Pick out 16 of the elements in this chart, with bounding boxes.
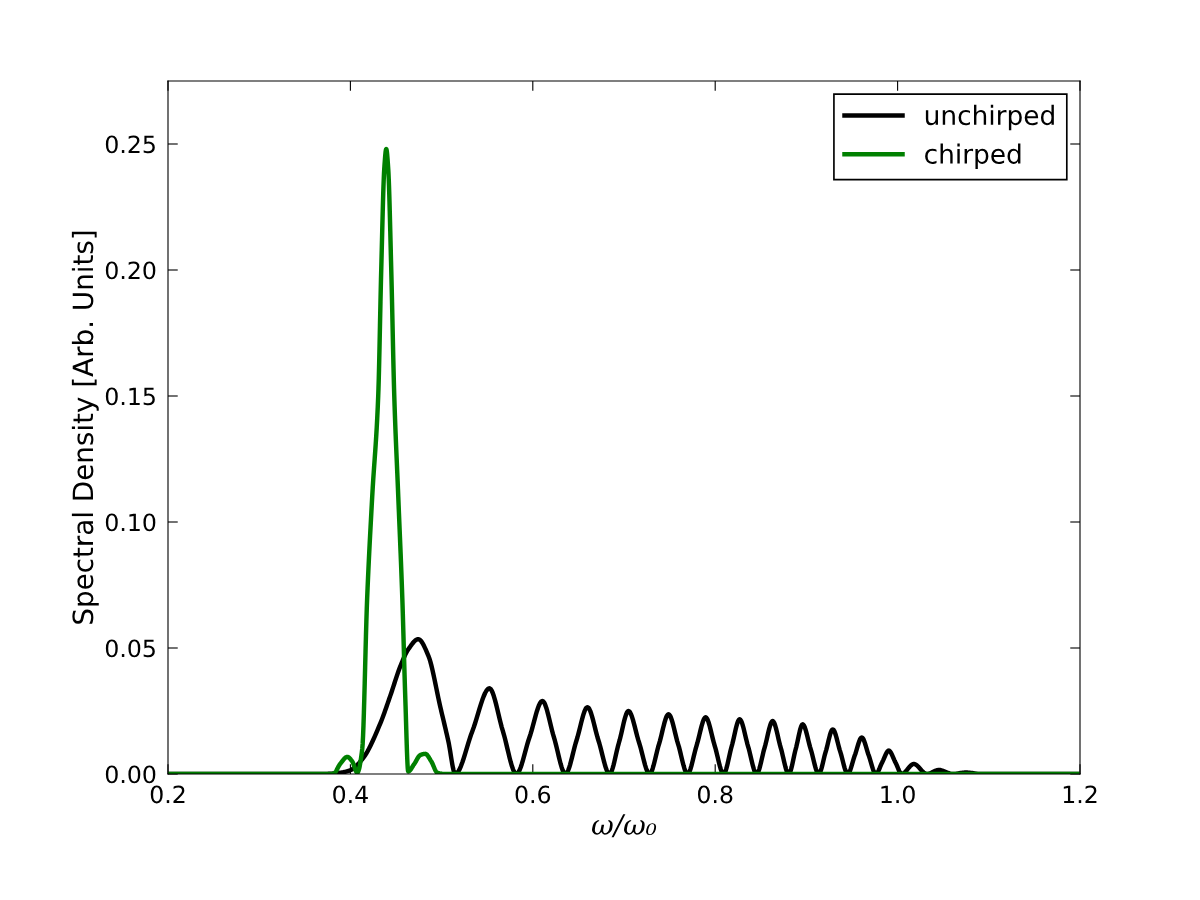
- y-tick-label: 0.20: [105, 261, 156, 280]
- x-tick-label: 1.0: [881, 785, 915, 804]
- y-axis-title: Spectral Density [Arb. Units]: [71, 231, 99, 624]
- x-axis-title: ω/ω₀: [592, 814, 657, 838]
- x-tick-label: 0.8: [697, 785, 733, 804]
- y-tick-label: 0.25: [105, 135, 155, 154]
- x-tick-label: 0.4: [333, 785, 368, 804]
- y-tick-label: 0.10: [105, 513, 156, 532]
- y-tick-label: 0.00: [105, 765, 156, 784]
- legend-label: chirped: [925, 143, 1021, 170]
- x-tick-label: 0.6: [515, 785, 551, 804]
- legend-label: unchirped: [925, 104, 1054, 131]
- x-tick-label: 1.2: [1063, 785, 1097, 804]
- y-tick-label: 0.05: [105, 639, 155, 658]
- x-tick-label: 0.2: [150, 785, 185, 804]
- y-tick-label: 0.15: [105, 387, 155, 406]
